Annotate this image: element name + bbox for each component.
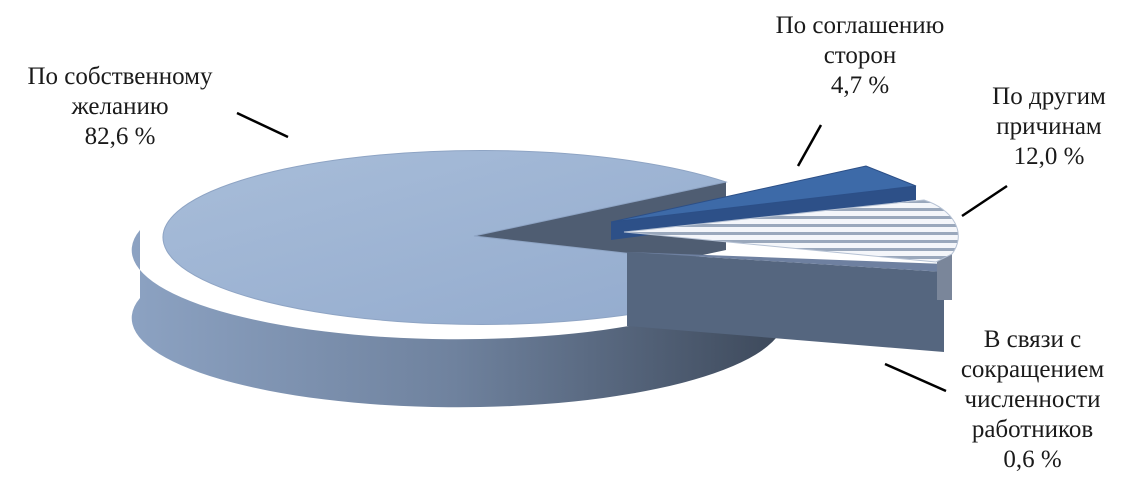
label-own-wish-line-2: желанию (71, 93, 169, 120)
leader-line-agreement (796, 124, 823, 167)
leader-line-reduction (884, 362, 947, 393)
slice-own-wish-side (131, 230, 777, 408)
label-agreement: По соглашению сторон 4,7 % (750, 11, 970, 101)
label-reduction-line-2: сокращением (960, 356, 1105, 383)
slice-reduction-top (627, 252, 946, 272)
slice-agreement-top (610, 165, 917, 223)
label-agreement-line-1: По соглашению (775, 12, 945, 39)
slice-other-reasons (623, 199, 959, 300)
leader-line-own-wish (236, 111, 289, 139)
slice-reduction-side (627, 252, 944, 352)
label-reduction-line-1: В связи с (983, 326, 1082, 353)
label-reduction-value: 0,6 % (1003, 446, 1062, 473)
label-own-wish-value: 82,6 % (84, 123, 156, 150)
label-reduction-line-3: численности (964, 386, 1101, 413)
slice-reduction (627, 252, 946, 352)
label-other-reasons-line-2: причинам (996, 113, 1102, 140)
label-other-reasons-value: 12,0 % (1013, 143, 1085, 170)
slice-other-reasons-top (623, 199, 959, 263)
label-own-wish-line-1: По собственному (27, 63, 213, 90)
label-other-reasons: По другим причинам 12,0 % (970, 82, 1128, 172)
label-reduction-line-4: работников (971, 416, 1094, 443)
label-agreement-line-2: сторон (823, 42, 897, 69)
slice-other-reasons-side (937, 254, 952, 300)
label-other-reasons-line-1: По другим (992, 83, 1106, 110)
slice-own-wish-top (162, 149, 778, 325)
label-own-wish: По собственному желанию 82,6 % (0, 62, 240, 152)
label-agreement-value: 4,7 % (830, 72, 890, 99)
leader-line-other-reasons (961, 184, 1008, 218)
label-reduction: В связи с сокращением численности работн… (940, 325, 1125, 475)
